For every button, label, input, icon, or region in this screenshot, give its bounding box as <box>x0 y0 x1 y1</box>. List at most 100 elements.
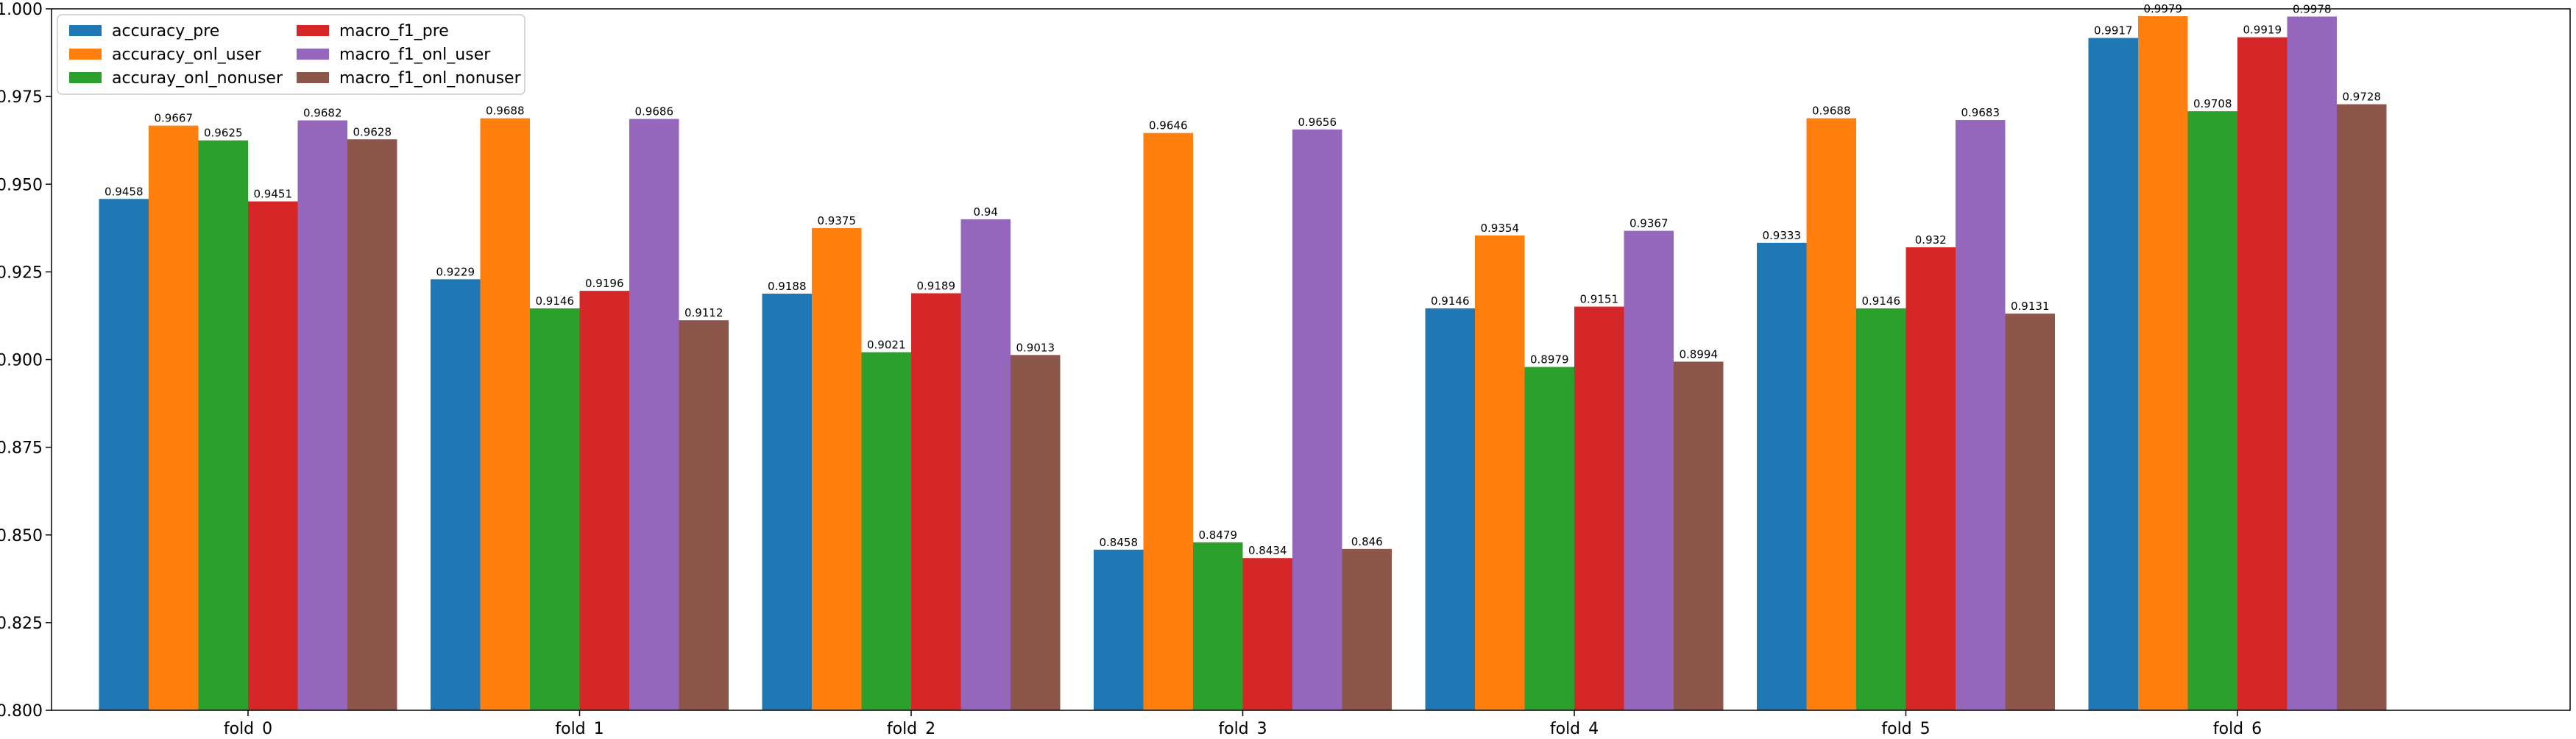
bar-macro_f1_onl_nonuser-fold_4 <box>1674 361 1724 710</box>
data-label-macro_f1_onl_nonuser-fold_3: 0.846 <box>1351 535 1383 548</box>
bar-macro_f1_onl_nonuser-fold_0 <box>347 139 397 710</box>
bar-accuracy_pre-fold_3 <box>1094 549 1144 710</box>
data-label-accuracy_pre-fold_5: 0.9333 <box>1763 229 1802 242</box>
data-label-accuray_onl_nonuser-fold_1: 0.9146 <box>536 294 575 308</box>
data-label-accuray_onl_nonuser-fold_5: 0.9146 <box>1862 294 1901 308</box>
bar-macro_f1_pre-fold_6 <box>2237 37 2287 711</box>
data-label-macro_f1_pre-fold_2: 0.9189 <box>917 279 956 292</box>
x-tick-label-fold_3: fold_3 <box>1218 720 1267 736</box>
legend-box <box>57 14 526 95</box>
data-label-accuracy_pre-fold_6: 0.9917 <box>2094 24 2133 38</box>
bar-accuracy_onl_user-fold_1 <box>480 118 530 711</box>
y-tick-label: 0.900 <box>0 352 43 370</box>
data-label-accuray_onl_nonuser-fold_6: 0.9708 <box>2193 97 2232 110</box>
data-label-macro_f1_onl_user-fold_2: 0.94 <box>974 205 998 219</box>
bar-macro_f1_pre-fold_1 <box>579 291 629 710</box>
bar-macro_f1_pre-fold_3 <box>1242 558 1292 710</box>
legend-label-macro_f1_onl_nonuser: macro_f1_onl_nonuser <box>339 69 522 88</box>
data-label-macro_f1_onl_user-fold_5: 0.9683 <box>1961 106 2000 119</box>
legend-label-accuracy_onl_user: accuracy_onl_user <box>112 46 262 64</box>
data-label-macro_f1_onl_nonuser-fold_4: 0.8994 <box>1680 347 1719 361</box>
legend-swatch-macro_f1_pre <box>297 25 329 36</box>
bar-accuracy_onl_user-fold_5 <box>1806 118 1856 711</box>
data-label-accuracy_onl_user-fold_0: 0.9667 <box>155 112 194 125</box>
bar-macro_f1_onl_nonuser-fold_2 <box>1011 355 1061 710</box>
legend-label-accuracy_pre: accuracy_pre <box>112 22 219 40</box>
data-label-macro_f1_onl_nonuser-fold_1: 0.9112 <box>684 306 723 319</box>
y-tick-label: 1.000 <box>0 1 43 19</box>
bar-accuracy_pre-fold_0 <box>99 199 149 710</box>
data-label-accuray_onl_nonuser-fold_3: 0.8479 <box>1199 528 1238 542</box>
x-tick-label-fold_4: fold_4 <box>1550 720 1599 736</box>
y-tick-label: 0.950 <box>0 176 43 194</box>
legend-label-macro_f1_pre: macro_f1_pre <box>339 22 449 40</box>
legend-swatch-accuracy_onl_user <box>69 49 102 60</box>
bar-accuray_onl_nonuser-fold_3 <box>1193 542 1243 710</box>
bar-accuracy_pre-fold_4 <box>1425 308 1475 710</box>
data-label-macro_f1_pre-fold_3: 0.8434 <box>1248 544 1287 557</box>
bar-accuracy_onl_user-fold_3 <box>1143 132 1193 710</box>
bar-macro_f1_onl_user-fold_1 <box>629 119 679 710</box>
legend-label-macro_f1_onl_user: macro_f1_onl_user <box>339 46 491 64</box>
data-label-macro_f1_onl_nonuser-fold_6: 0.9728 <box>2343 91 2382 104</box>
bar-macro_f1_onl_nonuser-fold_1 <box>679 320 729 710</box>
bar-macro_f1_pre-fold_2 <box>911 293 961 710</box>
x-tick-label-fold_2: fold_2 <box>887 720 935 736</box>
bar-accuracy_pre-fold_2 <box>762 293 812 710</box>
legend-swatch-macro_f1_onl_nonuser <box>297 72 329 83</box>
data-label-macro_f1_pre-fold_6: 0.9919 <box>2243 24 2282 37</box>
legend-swatch-accuray_onl_nonuser <box>69 72 102 83</box>
data-label-macro_f1_onl_user-fold_0: 0.9682 <box>303 107 342 120</box>
bar-accuray_onl_nonuser-fold_0 <box>198 140 248 710</box>
data-label-macro_f1_pre-fold_4: 0.9151 <box>1580 293 1619 306</box>
bar-accuracy_onl_user-fold_4 <box>1475 235 1525 710</box>
data-label-accuracy_onl_user-fold_5: 0.9688 <box>1812 105 1851 118</box>
bar-accuracy_onl_user-fold_6 <box>2138 16 2188 710</box>
data-label-accuracy_pre-fold_4: 0.9146 <box>1431 294 1470 308</box>
bar-accuray_onl_nonuser-fold_6 <box>2187 111 2237 710</box>
bar-macro_f1_onl_nonuser-fold_6 <box>2337 104 2387 711</box>
data-label-macro_f1_onl_nonuser-fold_5: 0.9131 <box>2011 300 2050 313</box>
bar-macro_f1_pre-fold_0 <box>248 201 298 711</box>
bar-accuray_onl_nonuser-fold_1 <box>530 308 580 710</box>
data-label-accuray_onl_nonuser-fold_2: 0.9021 <box>867 338 906 351</box>
bar-accuracy_pre-fold_5 <box>1757 242 1807 711</box>
data-label-macro_f1_pre-fold_0: 0.9451 <box>254 188 293 201</box>
legend-label-accuray_onl_nonuser: accuray_onl_nonuser <box>112 69 283 88</box>
data-label-accuray_onl_nonuser-fold_0: 0.9625 <box>204 127 243 140</box>
bar-accuracy_pre-fold_6 <box>2088 38 2138 711</box>
bar-macro_f1_onl_nonuser-fold_3 <box>1342 548 1392 710</box>
bar-macro_f1_onl_user-fold_2 <box>960 219 1011 710</box>
data-label-accuracy_onl_user-fold_1: 0.9688 <box>486 105 525 118</box>
data-label-macro_f1_onl_user-fold_4: 0.9367 <box>1630 217 1669 230</box>
bar-macro_f1_pre-fold_4 <box>1574 306 1624 710</box>
y-tick-label: 0.800 <box>0 702 43 721</box>
data-label-accuracy_onl_user-fold_4: 0.9354 <box>1481 222 1520 235</box>
bar-macro_f1_onl_user-fold_3 <box>1292 129 1342 711</box>
bar-macro_f1_onl_user-fold_6 <box>2287 16 2337 711</box>
bar-macro_f1_onl_user-fold_0 <box>297 120 347 710</box>
data-label-macro_f1_onl_nonuser-fold_2: 0.9013 <box>1016 341 1055 354</box>
x-tick-label-fold_5: fold_5 <box>1881 720 1930 736</box>
data-label-accuracy_pre-fold_3: 0.8458 <box>1100 536 1139 549</box>
bar-macro_f1_onl_user-fold_5 <box>1956 120 2006 711</box>
bar-macro_f1_onl_user-fold_4 <box>1624 230 1674 710</box>
data-label-accuracy_onl_user-fold_2: 0.9375 <box>818 214 857 227</box>
bar-macro_f1_onl_nonuser-fold_5 <box>2005 314 2055 711</box>
y-tick-label: 0.850 <box>0 527 43 545</box>
y-tick-label: 0.925 <box>0 264 43 282</box>
bar-accuray_onl_nonuser-fold_4 <box>1524 367 1574 710</box>
data-label-macro_f1_pre-fold_5: 0.932 <box>1915 233 1947 247</box>
bar-accuray_onl_nonuser-fold_5 <box>1856 308 1906 710</box>
data-label-macro_f1_onl_user-fold_1: 0.9686 <box>635 105 674 119</box>
bar-accuracy_onl_user-fold_2 <box>812 227 862 710</box>
data-label-accuracy_pre-fold_2: 0.9188 <box>768 280 807 293</box>
x-tick-label-fold_6: fold_6 <box>2213 720 2262 736</box>
data-label-accuray_onl_nonuser-fold_4: 0.8979 <box>1530 353 1569 367</box>
y-tick-label: 0.875 <box>0 439 43 458</box>
data-label-macro_f1_pre-fold_1: 0.9196 <box>585 277 624 290</box>
bar-accuray_onl_nonuser-fold_2 <box>861 352 911 710</box>
legend-swatch-macro_f1_onl_user <box>297 49 329 60</box>
x-tick-label-fold_0: fold_0 <box>224 720 272 736</box>
